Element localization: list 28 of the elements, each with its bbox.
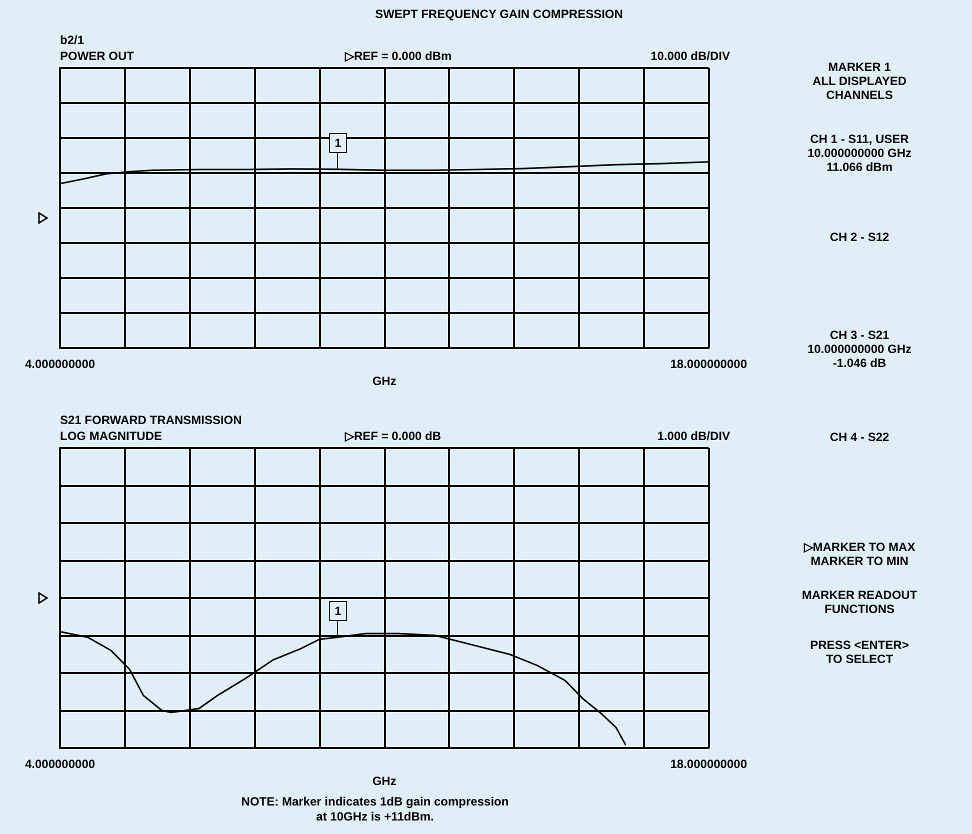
text: b2/1 (60, 33, 84, 47)
text: ▷MARKER TO MAX MARKER TO MIN (802, 540, 916, 568)
annotation: 1 (328, 133, 347, 154)
x-tick-label: 18.000000000 (670, 757, 748, 771)
numbered-flag: 1 (328, 601, 347, 638)
text: CH 3 - S21 10.000000000 GHz -1.046 dB (806, 328, 913, 370)
x-axis-title: GHz (372, 774, 396, 788)
chart-subtitle: LOG MAGNITUDE (60, 429, 162, 443)
chart-title: SWEPT FREQUENCY GAIN COMPRESSION (375, 7, 623, 21)
text: ▷REF = 0.000 dBm (344, 49, 452, 63)
chart-subtitle: POWER OUT (60, 49, 135, 63)
text: NOTE: Marker indicates 1dB gain compression at 10GHz is +11dBm. (241, 794, 509, 824)
text: PRESS <ENTER> TO SELECT (809, 638, 910, 666)
text: CH 2 - S12 (828, 230, 890, 244)
text: ▷REF = 0.000 dB (344, 429, 442, 443)
numbered-flag: 1 (328, 133, 347, 170)
annotation: 1 (328, 601, 347, 622)
x-tick-label: 18.000000000 (670, 357, 748, 372)
text: CH 4 - S22 (828, 430, 890, 444)
chart-title: S21 FORWARD TRANSMISSION (60, 413, 242, 427)
x-tick-label: 4.000000000 (24, 357, 96, 372)
text: 1.000 dB/DIV (657, 429, 730, 443)
text: CH 1 - S11, USER 10.000000000 GHz 11.066 dBm (806, 132, 913, 174)
x-tick-label: 4.000000000 (24, 757, 96, 771)
text: MARKER 1 ALL DISPLAYED CHANNELS (811, 60, 908, 102)
text: MARKER READOUT FUNCTIONS (800, 588, 918, 616)
text: 10.000 dB/DIV (650, 49, 730, 63)
x-axis-title: GHz (372, 374, 396, 388)
